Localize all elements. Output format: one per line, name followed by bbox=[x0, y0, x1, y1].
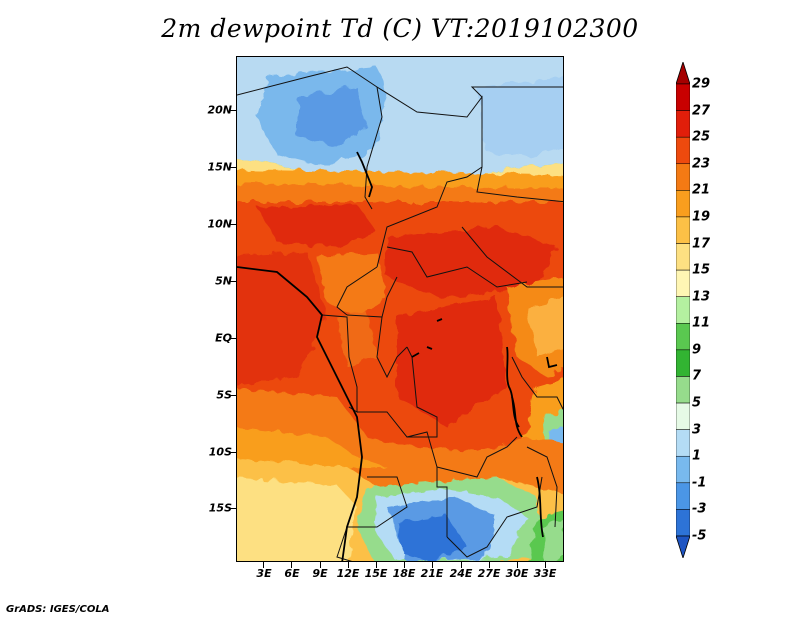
lat-tick bbox=[230, 395, 236, 396]
colorbar-label: 23 bbox=[692, 156, 711, 172]
colorbar-swatch bbox=[676, 163, 690, 191]
lon-tick bbox=[517, 562, 518, 568]
colorbar-label: 19 bbox=[692, 209, 711, 225]
lat-label: 10S bbox=[208, 445, 232, 459]
colorbar-label: 29 bbox=[692, 76, 711, 92]
lon-tick bbox=[489, 562, 490, 568]
lat-tick bbox=[230, 508, 236, 509]
lon-label: 6E bbox=[284, 567, 300, 580]
colorbar bbox=[676, 62, 690, 558]
lon-tick bbox=[348, 562, 349, 568]
dewpoint-field bbox=[237, 57, 563, 561]
colorbar-label: 15 bbox=[692, 262, 711, 278]
colorbar-swatch bbox=[676, 83, 690, 111]
lon-tick bbox=[320, 562, 321, 568]
lat-label: 20N bbox=[207, 103, 232, 117]
lon-label: 27E bbox=[477, 567, 501, 580]
lon-label: 15E bbox=[364, 567, 388, 580]
lat-label: EQ bbox=[215, 331, 232, 345]
colorbar-swatch bbox=[676, 376, 690, 404]
colorbar-swatch bbox=[676, 136, 690, 165]
colorbar-max-arrow bbox=[676, 62, 690, 85]
lat-tick bbox=[230, 167, 236, 168]
footer-credit: GrADS: IGES/COLA bbox=[6, 604, 110, 615]
colorbar-label: 25 bbox=[692, 129, 711, 145]
colorbar-label: 5 bbox=[692, 395, 702, 411]
colorbar-swatch bbox=[676, 110, 690, 138]
dewpoint-map bbox=[236, 56, 564, 562]
colorbar-label: 3 bbox=[692, 422, 702, 438]
lon-tick bbox=[404, 562, 405, 568]
lon-tick bbox=[263, 562, 264, 568]
colorbar-label: -3 bbox=[692, 501, 707, 517]
lat-tick bbox=[230, 224, 236, 225]
lat-tick bbox=[230, 452, 236, 453]
colorbar-swatch bbox=[676, 243, 690, 271]
colorbar-swatch bbox=[676, 455, 690, 484]
colorbar-swatch bbox=[676, 216, 690, 244]
colorbar-label: 27 bbox=[692, 103, 711, 119]
lon-tick bbox=[545, 562, 546, 568]
lon-label: 9E bbox=[312, 567, 328, 580]
colorbar-swatch bbox=[676, 402, 690, 430]
colorbar-swatch bbox=[676, 509, 690, 537]
lon-tick bbox=[461, 562, 462, 568]
lat-label: 15S bbox=[208, 501, 232, 515]
lon-label: 24E bbox=[449, 567, 473, 580]
lat-tick bbox=[230, 338, 236, 339]
colorbar-label: -1 bbox=[692, 475, 707, 491]
lat-label: 5S bbox=[216, 388, 232, 402]
colorbar-swatch bbox=[676, 429, 690, 457]
lon-label: 3E bbox=[256, 567, 272, 580]
lon-label: 12E bbox=[336, 567, 360, 580]
colorbar-label: 17 bbox=[692, 236, 711, 252]
lon-label: 18E bbox=[392, 567, 416, 580]
colorbar-label: 7 bbox=[692, 368, 702, 384]
colorbar-swatch bbox=[676, 190, 690, 218]
colorbar-min-arrow bbox=[676, 535, 690, 558]
colorbar-swatch bbox=[676, 349, 690, 377]
lon-tick bbox=[376, 562, 377, 568]
colorbar-swatch bbox=[676, 269, 690, 297]
colorbar-label: -5 bbox=[692, 528, 707, 544]
colorbar-swatch bbox=[676, 323, 690, 351]
lat-label: 15N bbox=[207, 160, 232, 174]
lon-label: 30E bbox=[505, 567, 529, 580]
lat-label: 10N bbox=[207, 217, 232, 231]
lat-label: 5N bbox=[215, 274, 232, 288]
colorbar-swatch bbox=[676, 296, 690, 324]
lon-tick bbox=[291, 562, 292, 568]
lon-tick bbox=[432, 562, 433, 568]
colorbar-label: 9 bbox=[692, 342, 702, 358]
colorbar-label: 1 bbox=[692, 448, 702, 464]
lat-tick bbox=[230, 281, 236, 282]
colorbar-label: 11 bbox=[692, 315, 711, 331]
lon-label: 33E bbox=[533, 567, 557, 580]
colorbar-label: 21 bbox=[692, 182, 711, 198]
lat-tick bbox=[230, 110, 236, 111]
colorbar-label: 13 bbox=[692, 289, 711, 305]
map-title: 2m dewpoint Td (C) VT:2019102300 bbox=[161, 14, 639, 43]
colorbar-swatch bbox=[676, 482, 690, 510]
lon-label: 21E bbox=[420, 567, 444, 580]
